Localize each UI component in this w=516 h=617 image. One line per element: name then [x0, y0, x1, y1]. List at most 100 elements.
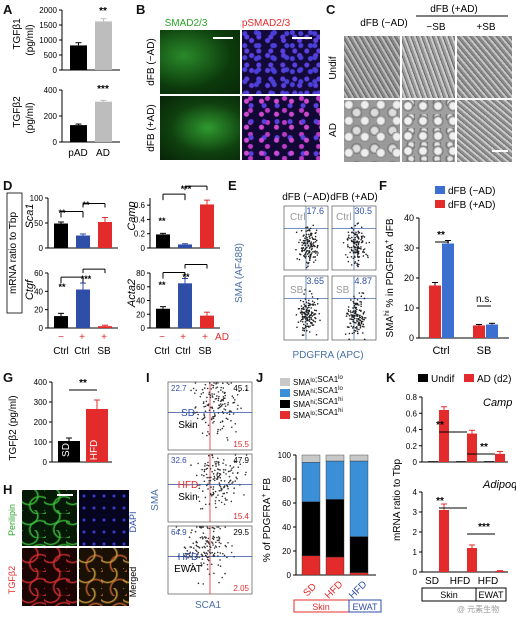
i-event-dot: [201, 558, 204, 561]
panel-label-h: H: [3, 482, 13, 497]
e-event-dot: [352, 320, 355, 323]
e-event-dot: [297, 321, 300, 323]
g-tick-label: 300: [34, 398, 48, 407]
i-event-dot: [224, 405, 227, 407]
i-event-dot: [219, 485, 222, 488]
c-row-undif: Undif: [328, 56, 339, 80]
e-event-dot: [301, 244, 304, 246]
e-event-dot: [308, 316, 310, 318]
i-event-dot: [230, 469, 233, 471]
d-d-ctgf-tick-label: 20: [34, 306, 43, 315]
e-event-dot: [346, 326, 349, 328]
i-event-dot: [215, 496, 217, 499]
e-event-dot: [308, 318, 311, 321]
e-event-dot: [304, 321, 307, 323]
g-tick-label: 200: [34, 418, 48, 427]
c-group-plus-ad: dFB (+AD): [430, 4, 478, 15]
e-event-dot: [304, 298, 307, 300]
i-event-dot: [212, 478, 215, 480]
f-tick-label: 30: [404, 243, 414, 253]
e-event-dot: [352, 325, 355, 328]
e-event-dot: [304, 253, 306, 256]
d-d-ctgf-tick-label: 0: [39, 324, 44, 333]
i-event-dot: [226, 382, 229, 384]
d-d-sca1-tick-label: 50: [34, 219, 43, 228]
e-event-dot: [316, 298, 319, 300]
e-event-dot: [305, 266, 308, 269]
i-event-dot: [220, 479, 222, 482]
j-tick-label: 80: [282, 475, 291, 484]
f-legend-minus: dFB (−AD): [448, 186, 496, 197]
i-event-dot: [195, 544, 198, 547]
e-event-dot: [307, 244, 310, 247]
e-event-dot: [350, 246, 353, 249]
i-event-dot: [226, 439, 229, 441]
i-q-tl: 32.6: [171, 456, 187, 465]
e-event-dot: [303, 330, 306, 332]
i-q-br: 2.05: [233, 584, 249, 593]
e-event-dot: [308, 240, 311, 243]
e-event-dot: [308, 309, 311, 312]
panel-j-chart: SMAlo;SCA1loSMAhi;SCA1loSMAhi;SCA1hiSMAl…: [261, 375, 382, 613]
e-event-dot: [357, 238, 360, 240]
e-event-dot: [307, 262, 309, 265]
i-event-dot: [221, 552, 224, 555]
e-event-dot: [362, 255, 365, 257]
i-event-dot: [207, 403, 210, 406]
i-event-dot: [236, 477, 238, 480]
e-event-dot: [308, 302, 311, 305]
i-event-dot: [201, 388, 204, 391]
i-event-dot: [236, 471, 239, 474]
i-event-dot: [211, 406, 213, 408]
e-event-dot: [311, 247, 313, 250]
i-event-dot: [227, 403, 229, 406]
i-event-dot: [227, 481, 230, 484]
i-event-dot: [216, 468, 219, 470]
k-legend-undif: Undif: [431, 374, 455, 385]
i-event-dot: [201, 432, 204, 434]
g-bar: [86, 409, 108, 462]
e-ylabel: SMA (AF488): [234, 243, 245, 303]
e-event-dot: [313, 251, 316, 253]
e-event-dot: [355, 322, 357, 324]
i-event-dot: [221, 427, 224, 430]
i-event-dot: [208, 433, 210, 435]
a-top-ylabel-1: TGFβ1: [12, 18, 23, 50]
i-event-dot: [212, 554, 215, 556]
i-event-dot: [213, 415, 216, 418]
i-event-dot: [232, 466, 235, 468]
a-bot-ylabel-2: (pg/ml): [25, 102, 36, 133]
i-event-dot: [218, 463, 220, 466]
e-event-dot: [347, 231, 350, 234]
j-stack-seg: [301, 461, 321, 502]
i-event-dot: [220, 386, 223, 389]
e-event-dot: [354, 297, 356, 300]
e-event-dot: [361, 236, 363, 239]
e-event-dot: [349, 246, 351, 249]
i-event-dot: [217, 382, 219, 384]
e-event-dot: [308, 290, 311, 292]
e-event-dot: [300, 305, 303, 307]
i-event-dot: [206, 476, 208, 479]
i-event-dot: [228, 410, 231, 413]
i-event-dot: [196, 550, 198, 553]
e-event-dot: [315, 252, 317, 254]
k-ylabel: mRNA ratio to Tbp: [392, 459, 403, 542]
e-event-dot: [357, 252, 360, 254]
i-event-dot: [225, 473, 227, 475]
i-event-dot: [207, 461, 209, 464]
e-event-dot: [308, 228, 311, 231]
i-event-dot: [200, 553, 203, 556]
e-event-dot: [309, 303, 312, 306]
d-sig-g1: **: [58, 282, 66, 292]
i-event-dot: [225, 545, 227, 548]
i-event-dot: [195, 474, 198, 477]
i-event-dot: [234, 480, 237, 482]
i-event-dot: [206, 556, 209, 559]
e-event-dot: [353, 304, 356, 307]
i-label-2: Skin: [178, 492, 197, 503]
i-event-dot: [207, 488, 209, 490]
i-event-dot: [234, 422, 237, 425]
k-xcat-hfd2: HFD: [478, 576, 499, 587]
